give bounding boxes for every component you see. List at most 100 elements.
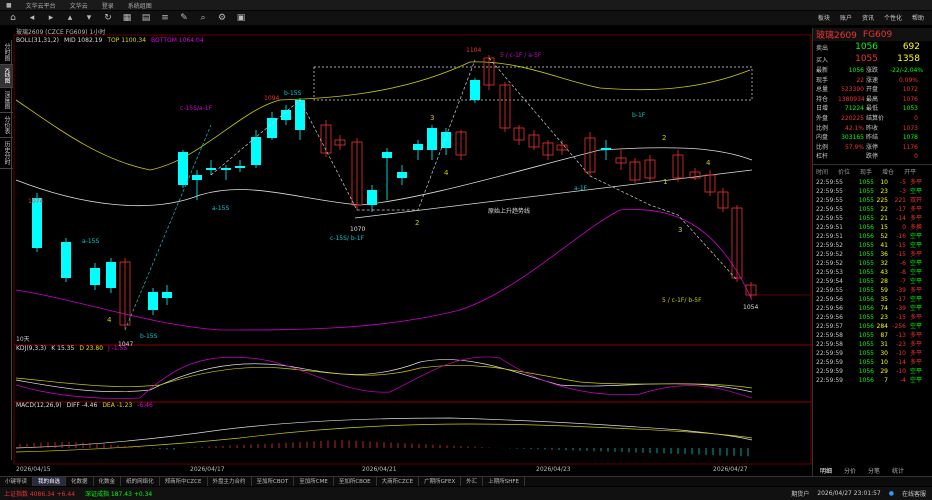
candle-body [320,124,332,154]
menu-item-2[interactable]: 登录 [101,2,114,10]
toolbar-help[interactable]: 帮助 [911,15,924,22]
trade-cell: 21 [880,214,888,222]
bottom-tab[interactable]: 广期所GFEX [419,477,462,486]
forward-icon[interactable]: ▸ [48,13,54,23]
menu-item-1[interactable]: 文华云 [69,2,88,10]
trade-row: 22:59:52 1055 32 -6 空平 [813,259,932,268]
account-type[interactable]: 期货户 [791,491,810,498]
tab-stats[interactable]: 统计 [892,468,905,475]
trade-cell: 0 [902,223,906,231]
tab-detail[interactable]: 明细 [820,468,833,475]
support-icon[interactable]: ● [888,490,894,497]
stat-value: 1380934 [838,95,865,103]
trades-col-type: 开平 [904,168,917,176]
trade-cell: -17 [896,295,906,303]
candle-body [644,159,656,179]
trade-cell: 1055 [858,196,874,204]
trade-cell: 31 [880,340,888,348]
bottom-tab[interactable]: 大商所CZCE [377,477,420,486]
toolbar-custom[interactable]: 个性化 [883,15,902,22]
search-icon[interactable]: ⌕ [200,13,206,23]
refresh-icon[interactable]: ↻ [104,13,112,23]
chart-icon[interactable]: ▤ [141,13,151,23]
trade-cell: 221 [894,196,906,204]
toolbar-account[interactable]: 账户 [839,15,852,22]
trade-cell: -7 [900,277,906,285]
online-support[interactable]: 在线客服 [901,491,926,498]
bottom-tab[interactable]: 我的自选 [33,477,67,486]
trade-cell: 1056 [858,304,874,312]
bottom-tab[interactable]: 至加所CBOE [334,477,377,486]
kline-chart[interactable]: 1104 1094 1047 1070 1054 1074 原始上升趋势线 a-15S b-15… [0,0,812,476]
wave-number: 2 [662,134,666,142]
bottom-tab[interactable]: 郑商所中CZCE [160,477,208,486]
bottom-tab[interactable]: 至加所CME [294,477,334,486]
wave-number: 4 [706,159,711,167]
wave-label: b-1F [632,112,646,119]
toolbar-board[interactable]: 板块 [817,15,830,22]
toolbar-news[interactable]: 资讯 [861,15,874,22]
macd-label: MACD(12,26,9) [16,402,62,409]
quote-code: FG609 [862,29,893,40]
trade-cell: 1056 [858,295,874,303]
trade-cell: 22:59:52 [816,241,843,249]
candle-body [382,152,392,158]
menu-item-0[interactable]: 文华云平台 [25,2,56,10]
trade-row: 22:59:56 1055 23 -15 多平 [813,313,932,322]
up-icon[interactable]: ▴ [67,13,73,23]
bottom-tab[interactable]: 小键导读 [0,477,34,486]
stat-label: 外盘 [816,114,829,122]
trade-cell: 22:59:58 [816,340,843,348]
trade-cell: 空平 [909,187,922,195]
sidebar-tab-timeshare[interactable]: 分时图 [0,40,13,65]
bottom-tab[interactable]: 至加所CBOT [252,477,295,486]
candle-body [584,137,596,173]
wave-number: 2 [415,219,419,227]
list-icon[interactable]: ≡ [161,13,169,23]
sidebar-tab-history[interactable]: 历史分时 [0,138,13,169]
grid-icon[interactable]: ▦ [122,13,132,23]
trade-cell: 多换 [909,223,922,231]
trade-cell: 36 [880,250,888,258]
boll-label: BOLL(31,31,2) [16,37,60,44]
trades-col-qty: 现手 [860,168,873,176]
bottom-tab[interactable]: 上期所SHFE [483,477,526,486]
bottom-tab[interactable]: 化数据 [66,477,94,486]
bottom-tab[interactable]: 外汇 [461,477,484,486]
sidebar-tab-depth[interactable]: 深度图 [0,88,13,113]
bottom-tab[interactable]: 纸的网络化 [121,477,160,486]
home-icon[interactable]: ⌂ [10,13,16,23]
settings-icon[interactable]: ⚙ [217,13,227,23]
trade-cell: 空平 [909,259,922,267]
bid-row[interactable]: 买入 1055 1358 [813,53,932,65]
trade-cell: 22:59:56 [816,304,843,312]
back-icon[interactable]: ◂ [29,13,35,23]
down-icon[interactable]: ▾ [86,13,92,23]
candle-body [148,292,158,310]
stat-label: 昨收 [866,124,879,132]
bottom-tab[interactable]: 外盘主力合约 [208,477,252,486]
trade-cell: 1055 [858,250,874,258]
trade-cell: 1055 [858,331,874,339]
trade-cell: 22 [880,205,888,213]
candle-body [162,292,172,298]
tab-ticks[interactable]: 分笔 [868,468,881,475]
trade-row: 22:59:55 1055 23 -3 空平 [813,187,932,196]
calc-icon[interactable]: ▣ [236,13,246,23]
trade-cell: 22:59:51 [816,232,843,240]
tab-price-dist[interactable]: 分价 [844,468,857,475]
trade-row: 22:59:58 1055 87 -13 多平 [813,331,932,340]
trade-row: 22:59:52 1055 41 -15 空平 [813,241,932,250]
ask-row[interactable]: 卖出 1056 692 [813,41,932,53]
trade-cell: 22:59:57 [816,322,843,330]
tools-icon[interactable]: ✎ [180,13,188,23]
candle-body [61,242,71,278]
sidebar-tab-price[interactable]: 分价表 [0,113,13,138]
quote-stats: 最新 1056 涨跌 -22/-2.04% 现手 22 涨速 0.09% 总量 523390 开盘 1… [813,67,932,162]
date-label: 2026/04/15 [16,466,51,473]
stat-value: 523390 [841,86,864,94]
trades-col-oi: 增仓 [882,168,895,176]
sidebar-tab-kline[interactable]: K线图 [0,65,13,88]
candle-body [281,110,291,120]
bottom-tab[interactable]: 化数金 [94,477,122,486]
